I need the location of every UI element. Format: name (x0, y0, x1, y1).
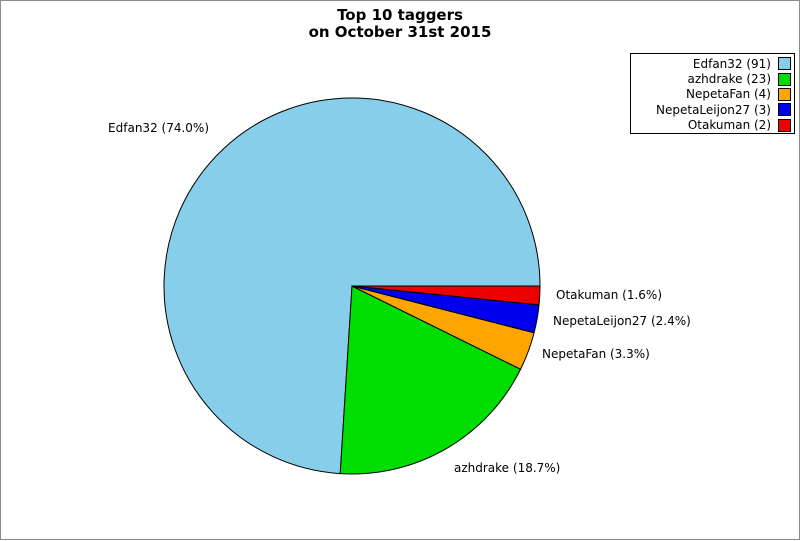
legend-swatch (778, 103, 791, 117)
chart-title-line2: on October 31st 2015 (308, 23, 492, 41)
pie-slice-otakuman (351, 285, 541, 306)
legend-item-azhdrake: azhdrake (23) (633, 71, 791, 86)
chart-title-line1: Top 10 taggers (337, 6, 463, 24)
legend-box: Edfan32 (91) azhdrake (23) NepetaFan (4)… (630, 53, 795, 134)
legend-item-nepetaleijon27: NepetaLeijon27 (3) (633, 102, 791, 117)
slice-label-otakuman: Otakuman (1.6%) (556, 288, 663, 302)
legend-label: Edfan32 (91) (692, 56, 771, 71)
legend-item-otakuman: Otakuman (2) (633, 118, 791, 133)
legend-swatch (778, 72, 791, 86)
legend-item-edfan32: Edfan32 (91) (633, 56, 791, 71)
slice-label-azhdrake: azhdrake (18.7%) (454, 461, 561, 475)
legend-label: NepetaFan (4) (686, 87, 771, 102)
slice-label-nepetafan: NepetaFan (3.3%) (542, 347, 650, 361)
legend-item-nepetafan: NepetaFan (4) (633, 87, 791, 102)
slice-label-edfan32: Edfan32 (74.0%) (108, 121, 209, 135)
legend-label: azhdrake (23) (687, 72, 771, 87)
legend-swatch (778, 118, 791, 132)
legend-label: Otakuman (2) (687, 118, 771, 133)
pie-slice-azhdrake (339, 285, 522, 475)
legend-swatch (778, 87, 791, 101)
slice-label-nepetaleijon27: NepetaLeijon27 (2.4%) (553, 314, 691, 328)
chart-title: Top 10 taggers on October 31st 2015 (1, 7, 799, 41)
legend-label: NepetaLeijon27 (3) (656, 102, 771, 117)
legend-swatch (778, 57, 791, 71)
